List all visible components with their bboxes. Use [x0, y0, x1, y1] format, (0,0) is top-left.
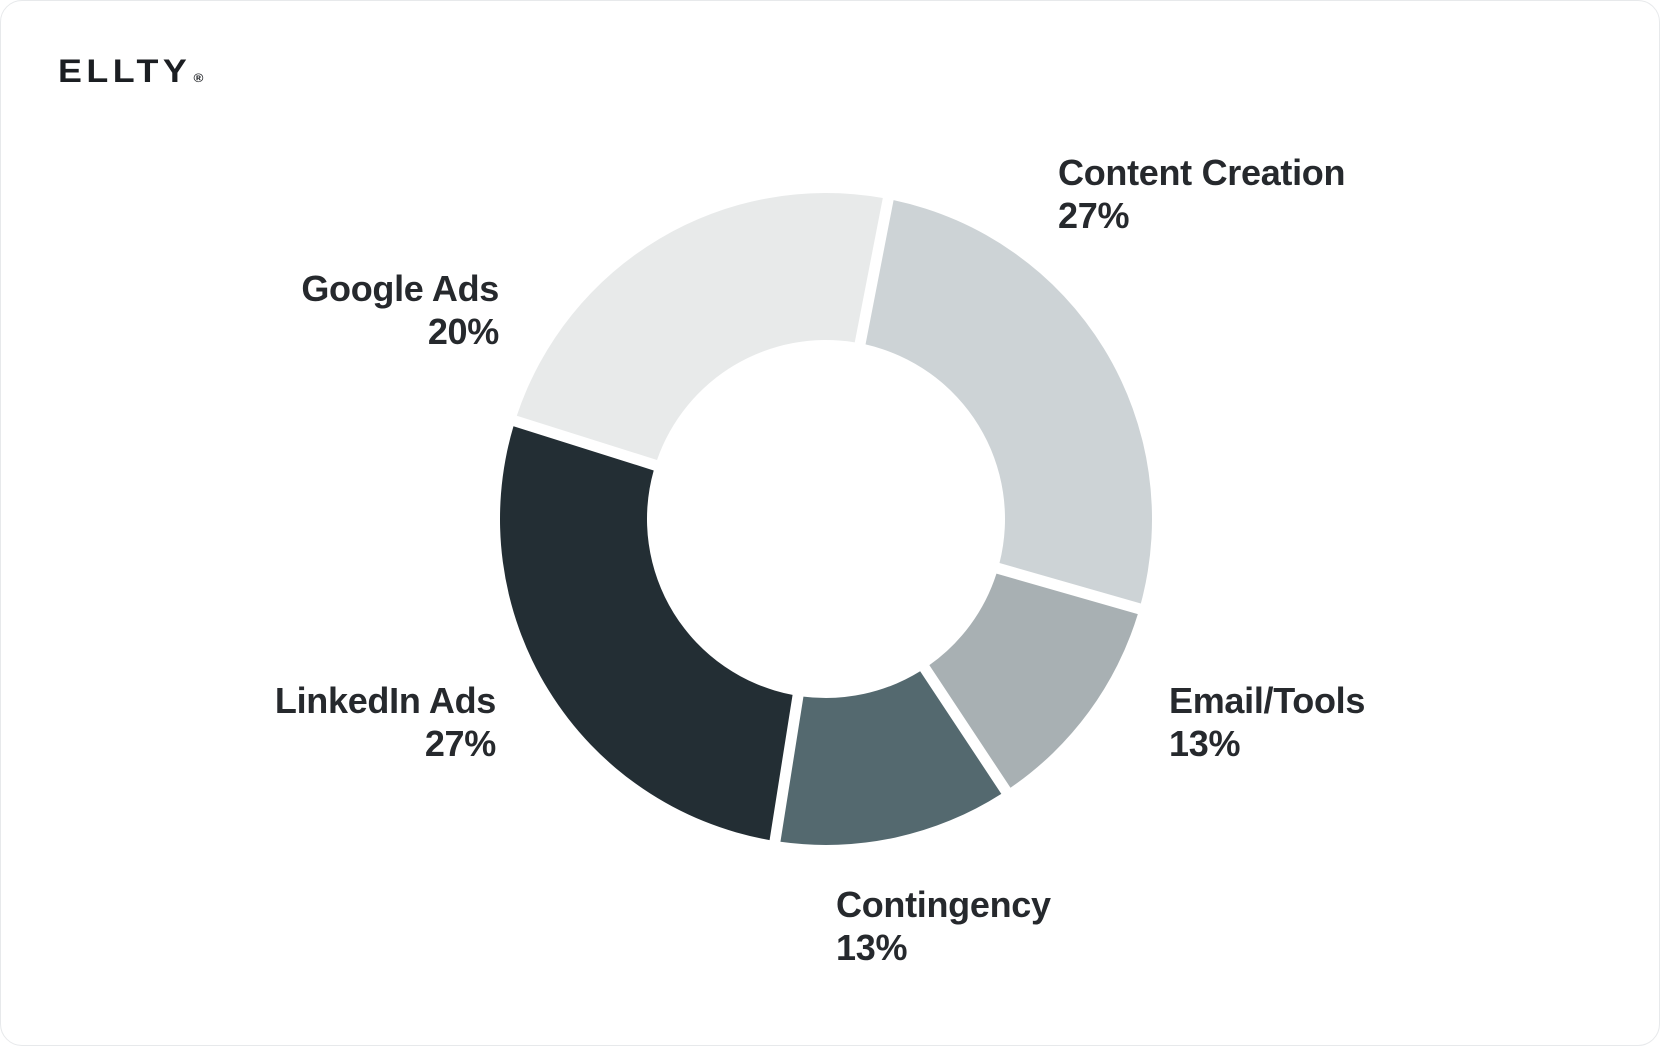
segment-value: 20% — [427, 311, 499, 352]
ellty-logo: ELLTY ® — [58, 53, 203, 90]
registered-trademark-icon: ® — [193, 71, 204, 85]
segment-label-google-ads: Google Ads 20% — [301, 267, 499, 353]
donut-segment-contingency — [780, 671, 1002, 845]
donut-segment-content-creation — [865, 200, 1152, 604]
segment-label-content-creation: Content Creation 27% — [1058, 151, 1346, 237]
segment-label-contingency: Contingency 13% — [836, 883, 1051, 969]
segment-name: Contingency — [836, 884, 1051, 925]
segment-name: Content Creation — [1058, 152, 1346, 193]
segment-name: Email/Tools — [1169, 680, 1366, 721]
segment-value: 13% — [836, 927, 908, 968]
donut-segment-google-ads — [516, 193, 883, 460]
segment-value: 27% — [1058, 195, 1130, 236]
segment-value: 13% — [1169, 723, 1241, 764]
segment-label-email-tools: Email/Tools 13% — [1169, 679, 1365, 765]
donut-segment-email-tools — [929, 573, 1138, 788]
segment-name: LinkedIn Ads — [274, 680, 496, 721]
segment-value: 27% — [424, 723, 496, 764]
segment-name: Google Ads — [301, 268, 499, 309]
segment-label-linkedin-ads: LinkedIn Ads 27% — [275, 679, 496, 765]
logo-text: ELLTY — [58, 53, 192, 89]
donut-segment-linkedin-ads — [500, 426, 793, 841]
